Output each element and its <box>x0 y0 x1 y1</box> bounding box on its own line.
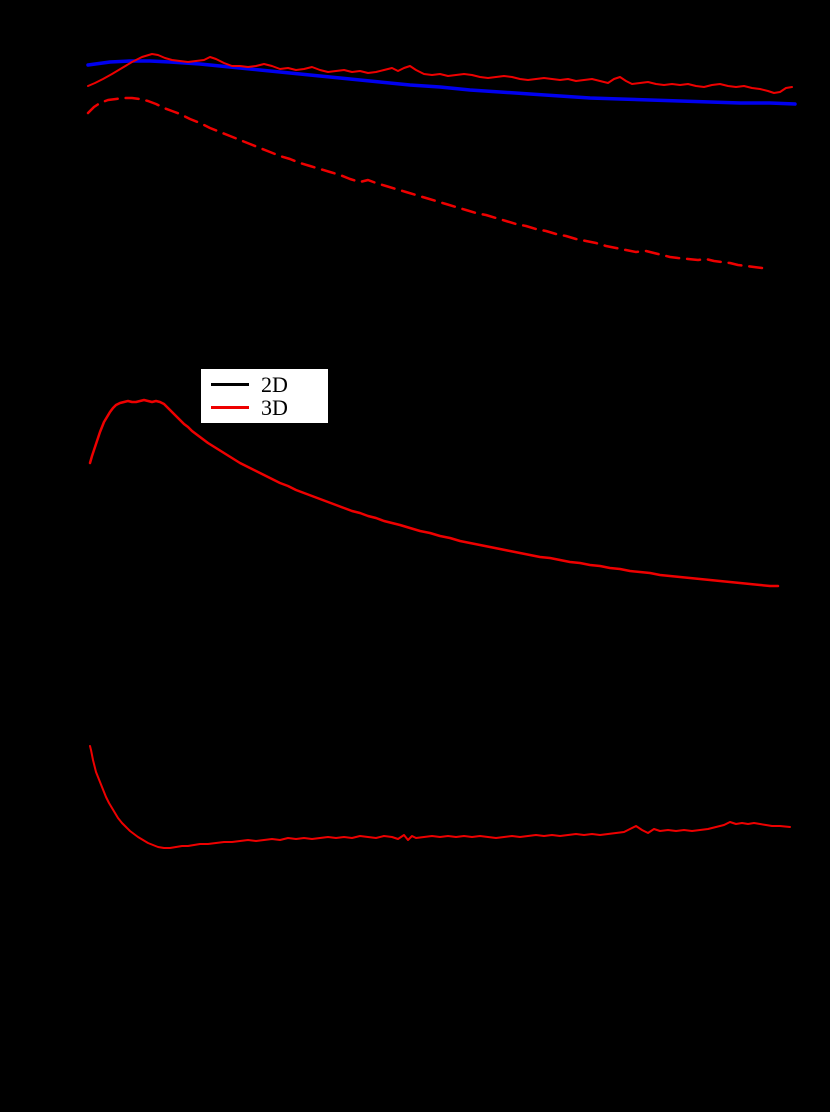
legend-line-3d <box>211 406 249 409</box>
legend-label-3d: 3D <box>261 394 288 420</box>
legend-entry-2d: 2D <box>201 371 328 397</box>
top-blue-smooth-line <box>86 59 797 106</box>
legend-entry-3d: 3D <box>201 394 328 420</box>
legend-line-2d <box>211 383 249 386</box>
legend-label-2d: 2D <box>261 371 288 397</box>
top-red-dashed-line <box>86 96 764 270</box>
legend: 2D 3D <box>199 367 330 425</box>
top-red-solid-line <box>87 53 793 94</box>
bottom-red-noisy-curve <box>89 745 791 849</box>
middle-red-3d-curve <box>88 398 780 588</box>
